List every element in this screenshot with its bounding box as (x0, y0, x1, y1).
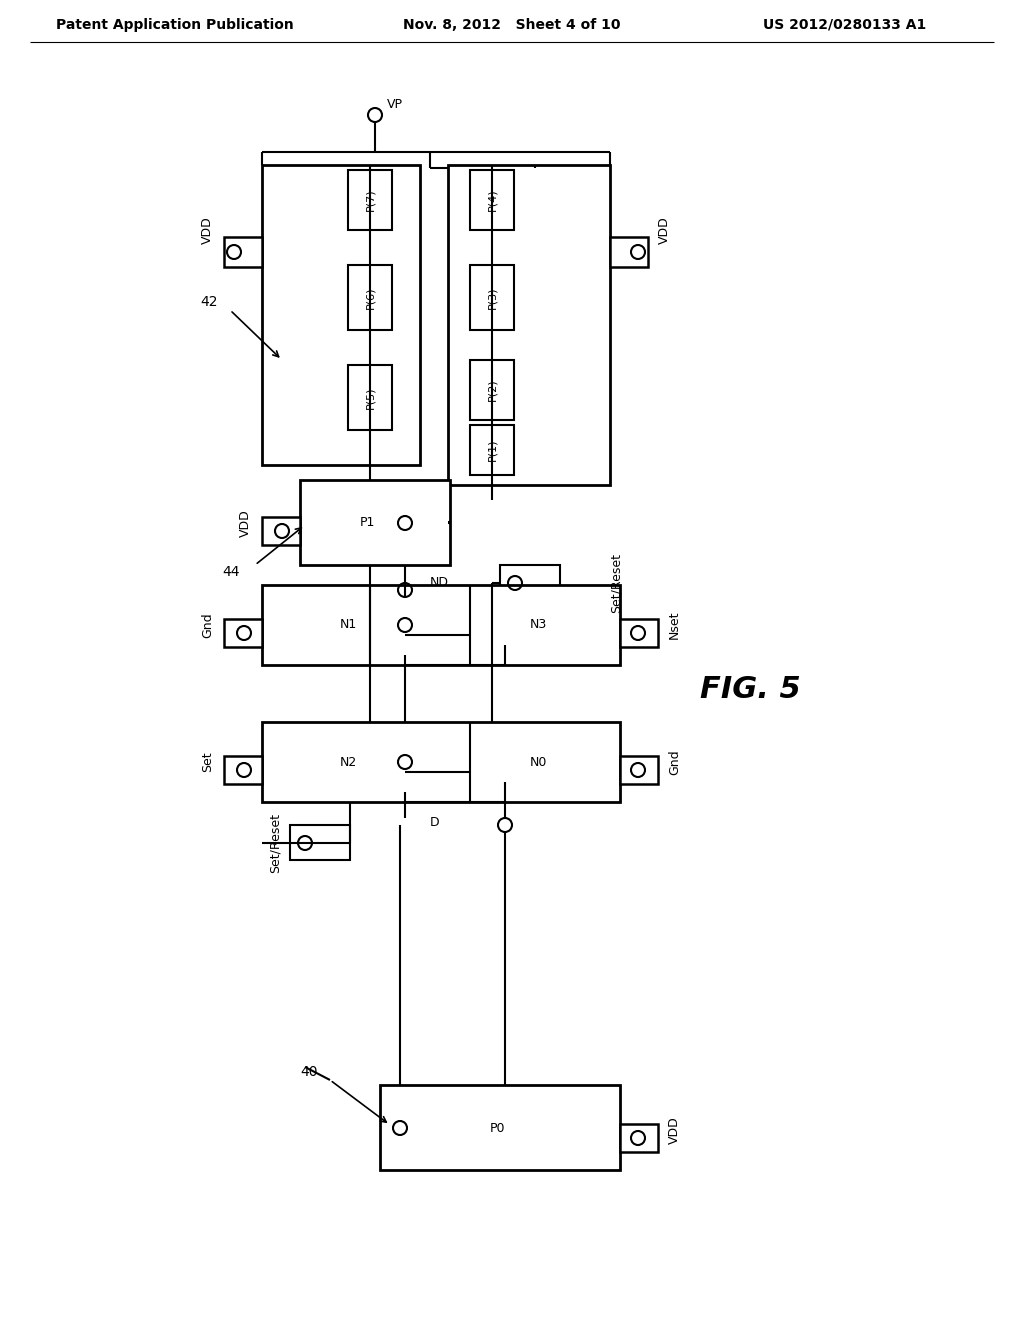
Bar (290, 825, 350, 861)
Text: N1: N1 (340, 619, 357, 631)
Text: N3: N3 (530, 619, 547, 631)
Text: 40: 40 (300, 1065, 318, 1078)
Bar (620, 756, 658, 784)
Bar (262, 722, 620, 803)
Bar (224, 619, 262, 647)
Bar (348, 366, 392, 430)
Bar (470, 425, 514, 475)
Text: Set/Reset: Set/Reset (269, 813, 282, 873)
Text: D: D (430, 816, 439, 829)
Text: VDD: VDD (658, 216, 671, 244)
Bar (262, 585, 620, 665)
Text: Nset: Nset (668, 611, 681, 639)
Text: FIG. 5: FIG. 5 (700, 676, 801, 705)
Text: P(7): P(7) (365, 189, 375, 211)
Bar (380, 1085, 620, 1170)
Text: N0: N0 (530, 755, 548, 768)
Text: P1: P1 (360, 516, 376, 529)
Bar (348, 170, 392, 230)
Text: Gnd: Gnd (201, 612, 214, 638)
Text: P(5): P(5) (365, 387, 375, 409)
Text: VDD: VDD (668, 1117, 681, 1144)
Text: 44: 44 (222, 565, 240, 579)
Bar (224, 756, 262, 784)
Text: 42: 42 (201, 294, 218, 309)
Bar (262, 165, 420, 465)
Bar (470, 360, 514, 420)
Text: US 2012/0280133 A1: US 2012/0280133 A1 (763, 18, 927, 32)
Bar (224, 238, 262, 267)
Text: Nov. 8, 2012   Sheet 4 of 10: Nov. 8, 2012 Sheet 4 of 10 (403, 18, 621, 32)
Text: Gnd: Gnd (668, 750, 681, 775)
Text: P(2): P(2) (487, 379, 497, 401)
Text: Patent Application Publication: Patent Application Publication (56, 18, 294, 32)
Text: VDD: VDD (201, 216, 214, 244)
Bar (620, 619, 658, 647)
Bar (300, 480, 450, 565)
Text: N2: N2 (340, 755, 357, 768)
Text: P(3): P(3) (487, 286, 497, 309)
Text: Set: Set (201, 751, 214, 772)
Text: ND: ND (430, 576, 449, 589)
Text: P(4): P(4) (487, 189, 497, 211)
Text: P(6): P(6) (365, 286, 375, 309)
Bar (500, 565, 560, 601)
Bar (610, 238, 648, 267)
Bar (449, 165, 610, 484)
Bar (620, 1125, 658, 1152)
Bar (470, 170, 514, 230)
Text: P0: P0 (490, 1122, 506, 1134)
Text: Set/Reset: Set/Reset (610, 553, 623, 612)
Bar (348, 265, 392, 330)
Bar (470, 265, 514, 330)
Bar (262, 517, 300, 545)
Text: VDD: VDD (239, 510, 252, 537)
Text: P(1): P(1) (487, 438, 497, 461)
Text: VP: VP (387, 99, 403, 111)
